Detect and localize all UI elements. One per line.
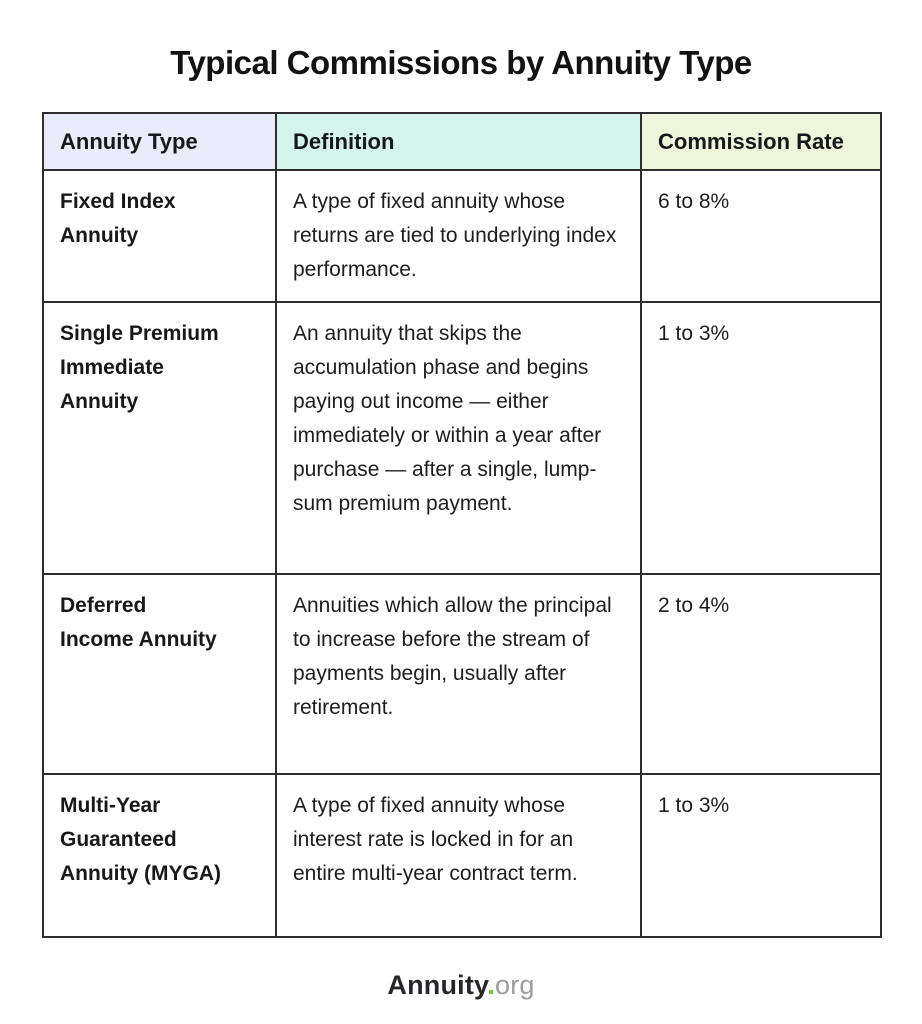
annuity-type-cell: Fixed Index Annuity [42,168,277,304]
commission-rate-cell: 6 to 8% [640,168,882,304]
definition-cell: An annuity that skips the accumulation p… [275,301,642,576]
definition-cell: Annuities which allow the principal to i… [275,573,642,776]
table-header-row: Annuity Type Definition Commission Rate [42,112,882,171]
logo-brand-text: Annuity [387,970,488,1001]
commission-rate-cell: 2 to 4% [640,573,882,776]
header-cell-definition: Definition [275,112,642,171]
table-row: Multi-Year Guaranteed Annuity (MYGA) A t… [42,773,882,939]
commissions-table: Annuity Type Definition Commission Rate … [42,112,882,939]
commission-rate-cell: 1 to 3% [640,773,882,939]
commission-rate-cell: 1 to 3% [640,301,882,576]
table-row: Single Premium Immediate Annuity An annu… [42,301,882,576]
annuity-type-cell: Multi-Year Guaranteed Annuity (MYGA) [42,773,277,939]
header-cell-commission-rate: Commission Rate [640,112,882,171]
table-row: Fixed Index Annuity A type of fixed annu… [42,168,882,304]
definition-cell: A type of fixed annuity whose returns ar… [275,168,642,304]
page-title: Typical Commissions by Annuity Type [170,44,752,81]
logo-tld-text: org [494,970,535,1001]
annuity-type-cell: Single Premium Immediate Annuity [42,301,277,576]
header-cell-annuity-type: Annuity Type [42,112,277,171]
table-row: Deferred Income Annuity Annuities which … [42,573,882,776]
annuity-org-logo: Annuity.org [0,970,922,1001]
definition-cell: A type of fixed annuity whose interest r… [275,773,642,939]
logo-dot: . [487,970,495,1001]
annuity-type-cell: Deferred Income Annuity [42,573,277,776]
